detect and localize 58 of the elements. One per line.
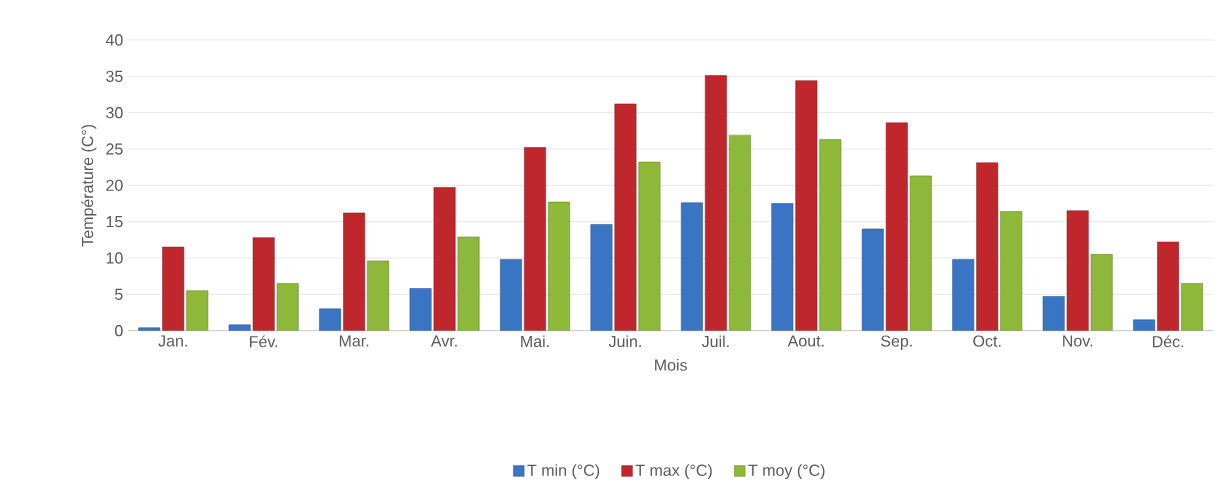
bar <box>524 147 546 331</box>
bar <box>819 139 842 331</box>
bar <box>590 224 613 331</box>
x-tick-label: Juin. <box>608 335 641 348</box>
bar <box>1090 254 1113 331</box>
x-tick-label: Fév. <box>250 335 278 348</box>
bar <box>728 134 751 331</box>
bar <box>795 80 818 331</box>
bar <box>252 237 275 331</box>
bar <box>614 103 637 331</box>
bar <box>909 175 932 331</box>
bar <box>457 236 480 331</box>
bar <box>861 228 884 331</box>
legend-label: T moy (°C) <box>748 464 825 480</box>
y-tick-label: 35 <box>106 70 123 82</box>
bar <box>638 161 661 331</box>
bar <box>704 75 727 331</box>
bar <box>885 122 908 331</box>
y-axis-title: Température (C°) <box>81 124 97 247</box>
bar <box>952 259 975 331</box>
bar <box>276 283 299 331</box>
bar <box>771 203 794 331</box>
x-tick-label: Mai. <box>521 335 549 348</box>
x-tick-label: Mar. <box>339 335 369 347</box>
bar <box>186 290 209 331</box>
y-tick-label: 20 <box>106 179 123 191</box>
bar <box>367 260 390 331</box>
x-tick-label: Déc. <box>1152 335 1184 348</box>
bar <box>1181 283 1204 331</box>
x-axis-title: Mois <box>655 359 687 371</box>
bar <box>433 187 456 331</box>
y-tick-label: 40 <box>105 34 123 46</box>
x-tick-label: Juil. <box>701 335 729 348</box>
x-tick-label: Avr. <box>430 335 457 347</box>
bar <box>1066 210 1089 331</box>
y-tick-label: 30 <box>106 107 123 119</box>
bar <box>548 201 570 331</box>
bar <box>162 246 185 331</box>
bar <box>976 162 999 331</box>
bar <box>409 288 432 331</box>
bar <box>1000 211 1023 331</box>
bar <box>1042 296 1065 331</box>
x-tick-label: Jan. <box>158 335 187 347</box>
bar <box>343 212 366 331</box>
x-tick-label: Nov. <box>1063 335 1093 347</box>
y-tick-label: 15 <box>106 216 123 228</box>
x-tick-label: Aout. <box>787 335 824 347</box>
legend-label: T min (°C) <box>527 464 600 480</box>
legend-label: T max (°C) <box>635 464 712 480</box>
x-tick-label: Sep. <box>881 335 912 350</box>
y-tick-label: 5 <box>115 288 123 300</box>
y-tick-label: 10 <box>106 252 123 264</box>
x-tick-label: Oct. <box>973 335 1001 347</box>
bar <box>500 259 522 331</box>
bar <box>1157 241 1180 331</box>
y-tick-label: 0 <box>115 325 123 337</box>
bar <box>680 202 703 331</box>
y-tick-label: 25 <box>106 143 123 155</box>
